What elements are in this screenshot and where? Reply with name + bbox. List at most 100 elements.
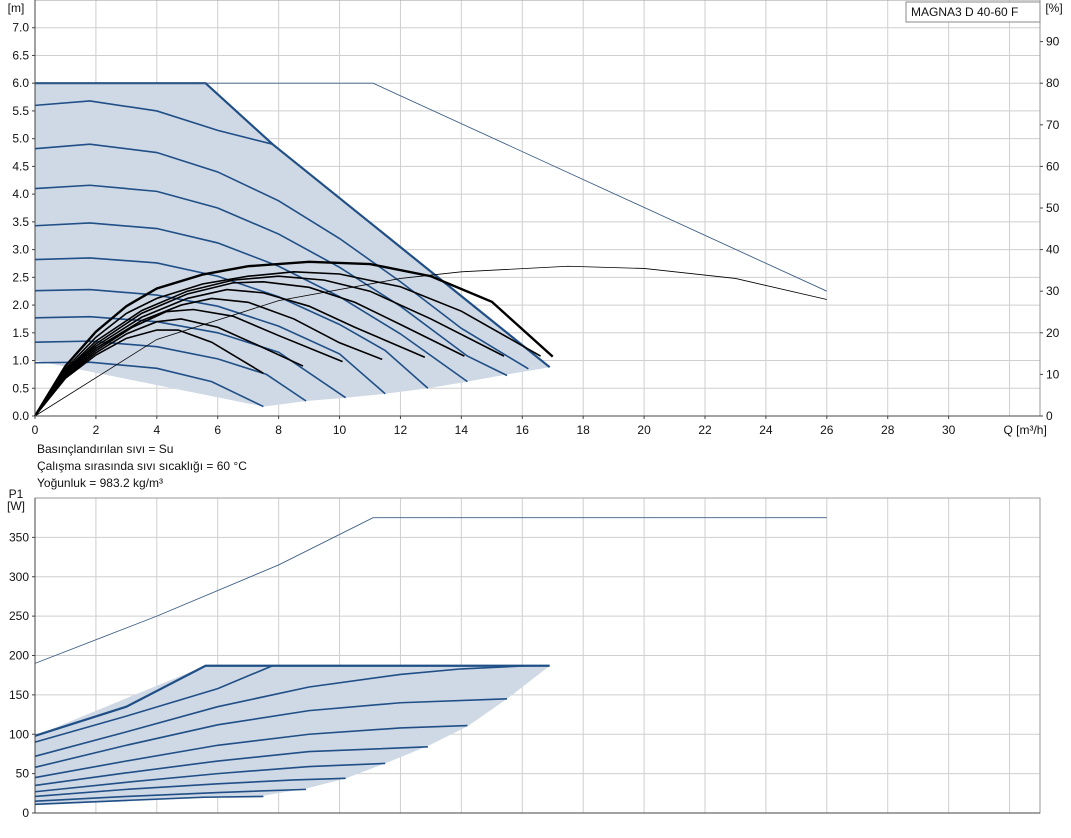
head-chart-ytick-label-12: 6.0 [12,76,29,90]
head-chart-series-12 [33,260,554,417]
power-chart-ytick-label-1: 50 [16,767,30,781]
head-chart-ytick-label-11: 5.5 [12,104,29,118]
power-chart-ytick-label-6: 300 [9,570,29,584]
power-chart-ytick-label-5: 250 [9,609,29,623]
fluid-info-line-1: Basınçlandırılan sıvı = Su [37,442,173,456]
head-chart-xtick-label-4: 8 [275,423,282,437]
head-chart-xtick-label-5: 10 [333,423,347,437]
head-chart-ytick-label-1: 0.5 [12,381,29,395]
power-chart-series-10 [34,795,264,806]
head-chart-xtick-label-8: 16 [516,423,530,437]
head-chart-series-5 [34,257,429,389]
head-chart-y2tick-label-0: 0 [1046,409,1053,423]
head-chart-xtick-label-7: 14 [455,423,469,437]
head-chart-series [33,82,828,417]
power-chart-series-2 [34,665,273,743]
head-chart-ytick-label-5: 2.5 [12,270,29,284]
head-chart-series-19 [34,318,304,417]
head-chart-y-label-line-1: [m] [8,1,25,15]
head-chart-ytick-label-4: 2.0 [12,298,29,312]
head-chart-xtick-label-15: 30 [942,423,956,437]
model-label: MAGNA3 D 40-60 F [911,5,1018,19]
power-chart-series-7 [34,762,386,793]
head-chart-xtick-label-1: 2 [93,423,100,437]
head-chart-xtick-label-3: 6 [214,423,221,437]
power-chart: 0 50 100 150 200 250 300 350 P1[W] [7,487,1041,820]
head-chart-xtick-label-12: 24 [759,423,773,437]
head-chart-series-18 [34,308,343,417]
power-chart-series [34,517,827,806]
head-chart-xtick-label-2: 4 [153,423,160,437]
head-chart-y2tick-label-4: 40 [1046,243,1060,257]
head-chart-y2tick-label-5: 50 [1046,201,1060,215]
head-chart-series-1 [34,100,273,145]
head-chart-y2tick-label-2: 20 [1046,326,1060,340]
head-chart-series-10 [35,82,828,292]
head-chart-y2tick-label-6: 60 [1046,159,1060,173]
head-chart-y2tick-label-8: 80 [1046,76,1060,90]
head-chart-series-16 [34,288,426,417]
head-chart-y2-label-line-1: [%] [1045,1,1062,15]
head-chart-y2tick-label-1: 10 [1046,367,1060,381]
head-chart-series-6 [34,288,386,395]
head-chart-ytick-label-3: 1.5 [12,326,29,340]
head-chart-ytick-label-2: 1.0 [12,354,29,368]
head-chart-series-14 [34,275,505,417]
head-chart-series-17 [34,297,383,417]
head-chart-y2tick-label-9: 90 [1046,35,1060,49]
head-chart-ytick-label-7: 3.5 [12,215,29,229]
head-chart-xtick-label-0: 0 [32,423,39,437]
head-chart-ytick-label-14: 7.0 [12,21,29,35]
power-chart-series-9 [34,788,307,802]
power-chart-series-1 [34,664,550,737]
head-chart-ytick-label-8: 4.0 [12,187,29,201]
head-chart-series-20 [34,329,264,417]
head-chart-series-4 [34,222,468,383]
head-chart-xtick-label-6: 12 [394,423,408,437]
power-chart-series-6 [34,746,428,787]
head-chart-series-2 [34,143,529,370]
head-chart-xtick-label-9: 18 [577,423,591,437]
head-chart-series-8 [34,340,307,402]
power-chart-ytick-label-4: 200 [9,649,29,663]
head-chart-operating-region [35,83,550,407]
head-chart-ytick-label-9: 4.5 [12,159,29,173]
head-chart-series-11 [34,265,827,417]
power-chart-ytick-label-3: 150 [9,688,29,702]
model-label-frame [905,1,1041,23]
head-chart-series-3 [34,184,508,377]
head-chart-axes: 0.0 0.5 1.0 1.5 2.0 2.5 3.0 3.5 4.0 4.5 5.0 5.5 6.0 6… [8,0,1063,437]
fluid-info: Basınçlandırılan sıvı = Su Çalışma sıras… [37,442,247,490]
head-chart-y-label-line-0: H [12,0,21,3]
head-chart-y2-label-line-0: eta [1046,0,1063,3]
head-chart-xtick-label-13: 26 [820,423,834,437]
power-chart-series-3 [34,664,529,758]
power-chart-operating-region [35,665,550,806]
power-chart-series-8 [34,777,346,798]
power-chart-ytick-label-0: 0 [22,806,29,820]
fluid-info-line-2: Çalışma sırasında sıvı sıcaklığı = 60 °C [37,459,247,473]
head-chart-x-label: Q [m³/h] [1003,423,1046,437]
head-chart-y2tick-label-7: 70 [1046,118,1060,132]
head-efficiency-chart: 0.0 0.5 1.0 1.5 2.0 2.5 3.0 3.5 4.0 4.5 5.0 5.5 6.0 6… [8,0,1063,437]
power-chart-series-5 [34,724,468,779]
head-chart-ytick-label-6: 3.0 [12,243,29,257]
head-chart-series-13 [34,270,541,417]
power-chart-y-label-line-1: [W] [7,499,25,513]
head-chart-series-15 [34,280,465,417]
head-chart-y2tick-label-3: 30 [1046,284,1060,298]
power-chart-ytick-label-2: 100 [9,727,29,741]
model-box: MAGNA3 D 40-60 F [905,1,1041,23]
head-chart-xtick-label-10: 20 [637,423,651,437]
head-chart-ytick-label-0: 0.0 [12,409,29,423]
fluid-info-line-3: Yoğunluk = 983.2 kg/m³ [37,476,163,490]
power-chart-axes: 0 50 100 150 200 250 300 350 P1[W] [7,487,1040,820]
head-chart-xtick-label-11: 22 [698,423,712,437]
power-chart-series-0 [34,517,827,664]
power-chart-ytick-label-7: 350 [9,530,29,544]
power-chart-series-4 [34,698,508,769]
head-chart-ytick-label-10: 5.0 [12,132,29,146]
head-chart-ytick-label-13: 6.5 [12,48,29,62]
